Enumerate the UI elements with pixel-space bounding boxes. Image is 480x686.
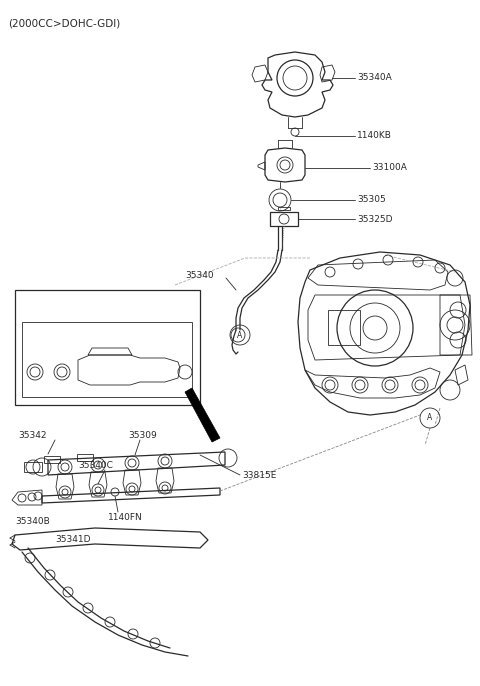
Text: 33100A: 33100A: [372, 163, 407, 172]
Text: A: A: [427, 414, 432, 423]
Text: 35305: 35305: [357, 196, 386, 204]
Text: 1140KB: 1140KB: [357, 132, 392, 141]
Text: 35340B: 35340B: [15, 517, 50, 526]
Text: 35312K: 35312K: [22, 311, 57, 320]
Text: (2000CC>DOHC-GDI): (2000CC>DOHC-GDI): [8, 18, 120, 28]
Text: 33815E: 33815E: [242, 471, 276, 480]
Text: 1140FN: 1140FN: [108, 514, 143, 523]
Text: A: A: [238, 331, 242, 340]
Text: 35341D: 35341D: [55, 536, 91, 545]
Polygon shape: [185, 388, 220, 442]
Text: 35310: 35310: [20, 298, 49, 307]
Text: 35342: 35342: [18, 431, 47, 440]
FancyBboxPatch shape: [22, 322, 192, 397]
FancyBboxPatch shape: [15, 290, 200, 405]
Text: 35325D: 35325D: [357, 215, 393, 224]
Text: 35340C: 35340C: [78, 462, 113, 471]
Text: 35309: 35309: [128, 431, 157, 440]
Text: 35340A: 35340A: [357, 73, 392, 82]
Text: 35340: 35340: [185, 270, 214, 279]
